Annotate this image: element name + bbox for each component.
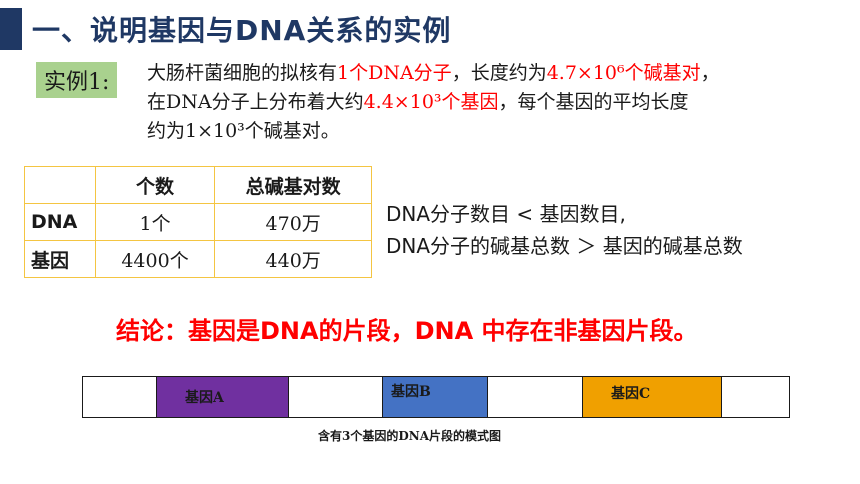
diagram-caption: 含有3个基因的DNA片段的模式图 <box>318 429 502 443</box>
table-header-cell: 总碱基对数 <box>214 166 372 204</box>
comparison-table: 个数 总碱基对数 DNA 1个 470万 基因 4400个 440万 <box>24 166 372 278</box>
gene-a-segment: 基因A <box>156 377 289 417</box>
slide-title: 一、说明基因与DNA关系的实例 <box>32 14 452 47</box>
gene-b-label: 基因B <box>391 384 431 400</box>
gene-c-label: 基因C <box>611 386 651 402</box>
comparison-text: DNA分子数目 < 基因数目, DNA分子的碱基总数 ＞ 基因的碱基总数 <box>386 198 743 262</box>
paragraph-line-3: 约为1×10³个碱基对。 <box>147 120 340 142</box>
text-segment: 在DNA分子上分布着大约 <box>147 91 364 113</box>
table-cell: 470万 <box>214 203 372 241</box>
highlight-gene-count: 4.4×10³个基因 <box>363 91 499 113</box>
conclusion-text: 结论：基因是DNA的片段，DNA 中存在非基因片段。 <box>116 317 698 345</box>
table-header-row: 个数 总碱基对数 <box>24 166 372 204</box>
paragraph-line-2: 在DNA分子上分布着大约4.4×10³个基因，每个基因的平均长度 <box>147 88 852 117</box>
text-segment: ， <box>700 62 720 84</box>
text-segment: 大肠杆菌细胞的拟核有 <box>147 62 338 84</box>
table-cell: 4400个 <box>94 240 216 278</box>
title-accent-bar <box>0 8 22 50</box>
table-cell: 440万 <box>214 240 372 278</box>
text-segment: ，长度约为 <box>451 62 547 84</box>
row-label: 基因 <box>24 240 96 278</box>
dna-segment-diagram: 基因A 基因B 基因C <box>82 376 790 418</box>
row-label: DNA <box>24 203 96 241</box>
table-row: DNA 1个 470万 <box>24 203 372 241</box>
example-paragraph: 大肠杆菌细胞的拟核有1个DNA分子，长度约为4.7×10⁶个碱基对， 在DNA分… <box>147 59 852 146</box>
table-row: 基因 4400个 440万 <box>24 240 372 278</box>
comparison-line-2: DNA分子的碱基总数 ＞ 基因的碱基总数 <box>386 234 743 258</box>
highlight-dna-count: 1个DNA分子 <box>337 62 452 84</box>
highlight-base-pairs: 4.7×10⁶个碱基对 <box>546 62 701 84</box>
example-label: 实例1: <box>36 62 118 98</box>
comparison-line-1: DNA分子数目 < 基因数目, <box>386 202 626 226</box>
gene-b-segment: 基因B <box>382 377 488 417</box>
gene-c-segment: 基因C <box>582 377 722 417</box>
text-segment: ，每个基因的平均长度 <box>498 91 689 113</box>
table-cell: 1个 <box>94 203 216 241</box>
paragraph-line-1: 大肠杆菌细胞的拟核有1个DNA分子，长度约为4.7×10⁶个碱基对， <box>147 59 852 88</box>
gene-a-label: 基因A <box>185 390 224 406</box>
table-header-cell: 个数 <box>94 166 216 204</box>
table-header-cell <box>24 166 96 204</box>
